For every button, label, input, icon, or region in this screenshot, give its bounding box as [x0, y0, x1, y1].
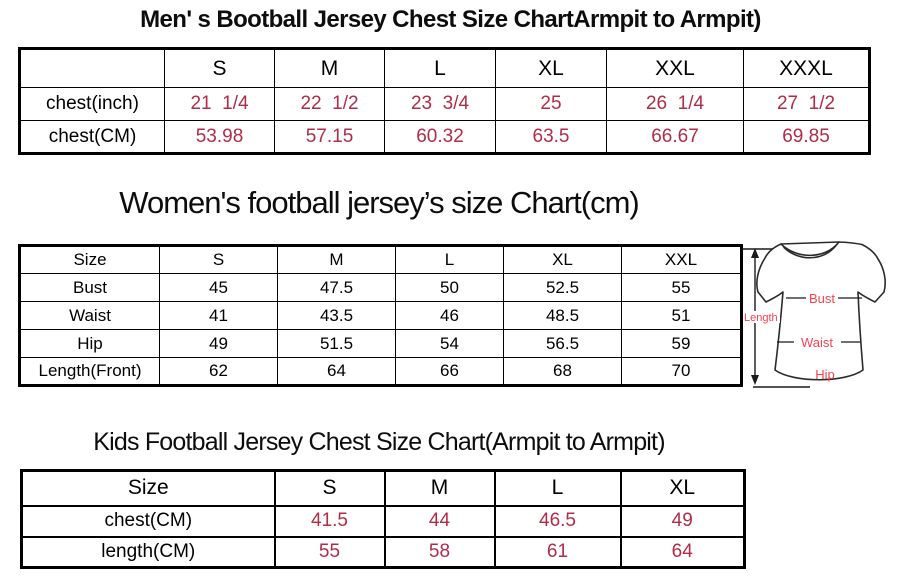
cell-value: 50 — [395, 273, 504, 302]
row-label: chest(inch) — [19, 87, 165, 121]
row-label: Length(Front) — [19, 357, 160, 386]
mens-col-header-blank — [19, 48, 165, 88]
row-label: chest(CM) — [20, 504, 276, 538]
mens-col-header-xxl: XXL — [606, 48, 744, 88]
cell-value: 26 1/4 — [606, 87, 744, 121]
cell-value: 21 1/4 — [164, 87, 275, 121]
cell-value: 22 1/2 — [274, 87, 385, 121]
womens-col-header-m: M — [277, 245, 396, 274]
womens-row-waist: Waist 41 43.5 46 48.5 51 — [19, 301, 742, 330]
cell-value: 44 — [383, 504, 496, 538]
womens-col-header-s: S — [159, 245, 278, 274]
cell-value: 64 — [619, 535, 746, 569]
cell-value: 51.5 — [277, 329, 396, 358]
cell-value: 41.5 — [273, 504, 386, 538]
bust-label: Bust — [809, 291, 835, 306]
row-label: Bust — [19, 273, 160, 302]
cell-value: 55 — [621, 273, 742, 302]
cell-value: 46 — [395, 301, 504, 330]
cell-value: 60.32 — [384, 120, 496, 154]
mens-col-header-xl: XL — [495, 48, 607, 88]
cell-value: 49 — [159, 329, 278, 358]
kids-col-header-xl: XL — [619, 469, 746, 507]
hip-label: Hip — [815, 367, 835, 382]
length-label-backing — [743, 311, 780, 323]
womens-col-header-l: L — [395, 245, 504, 274]
mens-col-header-l: L — [384, 48, 496, 88]
mens-col-header-m: M — [274, 48, 385, 88]
womens-row-hip: Hip 49 51.5 54 56.5 59 — [19, 329, 742, 358]
cell-value: 52.5 — [503, 273, 622, 302]
length-label: Length — [744, 312, 778, 324]
cell-value: 56.5 — [503, 329, 622, 358]
womens-col-header-size: Size — [19, 245, 160, 274]
womens-header-row: Size S M L XL XXL — [19, 245, 742, 274]
kids-header-row: Size S M L XL — [20, 469, 746, 507]
kids-size-table: Size S M L XL chest(CM) 41.5 44 46.5 49 … — [20, 469, 746, 569]
cell-value: 55 — [273, 535, 386, 569]
mens-header-row: S M L XL XXL XXXL — [19, 48, 870, 88]
cell-value: 61 — [493, 535, 622, 569]
cell-value: 53.98 — [164, 120, 275, 154]
cell-value: 54 — [395, 329, 504, 358]
mens-chart-title: Men' s Bootball Jersey Chest Size ChartA… — [140, 6, 761, 33]
cell-value: 64 — [277, 357, 396, 386]
mens-col-header-s: S — [164, 48, 275, 88]
cell-value: 47.5 — [277, 273, 396, 302]
womens-col-header-xxl: XXL — [621, 245, 742, 274]
cell-value: 57.15 — [274, 120, 385, 154]
cell-value: 23 3/4 — [384, 87, 496, 121]
row-label: chest(CM) — [19, 120, 165, 154]
mens-size-table: S M L XL XXL XXXL chest(inch) 21 1/4 22 … — [18, 47, 871, 155]
kids-chart-title: Kids Football Jersey Chest Size Chart(Ar… — [93, 428, 665, 456]
cell-value: 62 — [159, 357, 278, 386]
womens-chart-title: Women's football jersey’s size Chart(cm) — [119, 185, 640, 220]
row-label: Hip — [19, 329, 160, 358]
mens-row-chest-inch: chest(inch) 21 1/4 22 1/2 23 3/4 25 26 1… — [19, 87, 870, 121]
cell-value: 68 — [503, 357, 622, 386]
cell-value: 25 — [495, 87, 607, 121]
mens-row-chest-cm: chest(CM) 53.98 57.15 60.32 63.5 66.67 6… — [19, 120, 870, 154]
row-label: length(CM) — [20, 535, 276, 569]
womens-col-header-xl: XL — [503, 245, 622, 274]
kids-col-header-l: L — [493, 469, 622, 507]
cell-value: 66.67 — [606, 120, 744, 154]
kids-col-header-s: S — [273, 469, 386, 507]
kids-col-header-m: M — [383, 469, 496, 507]
kids-row-length-cm: length(CM) 55 58 61 64 — [20, 535, 746, 569]
cell-value: 41 — [159, 301, 278, 330]
cell-value: 43.5 — [277, 301, 396, 330]
cell-value: 63.5 — [495, 120, 607, 154]
cell-value: 45 — [159, 273, 278, 302]
cell-value: 46.5 — [493, 504, 622, 538]
kids-col-header-size: Size — [20, 469, 276, 507]
mens-col-header-xxxl: XXXL — [743, 48, 870, 88]
womens-row-bust: Bust 45 47.5 50 52.5 55 — [19, 273, 742, 302]
womens-row-length-front: Length(Front) 62 64 66 68 70 — [19, 357, 742, 386]
tshirt-outline — [756, 241, 886, 381]
cell-value: 51 — [621, 301, 742, 330]
cell-value: 27 1/2 — [743, 87, 870, 121]
kids-row-chest-cm: chest(CM) 41.5 44 46.5 49 — [20, 504, 746, 538]
cell-value: 49 — [619, 504, 746, 538]
cell-value: 69.85 — [743, 120, 870, 154]
cell-value: 58 — [383, 535, 496, 569]
cell-value: 59 — [621, 329, 742, 358]
cell-value: 48.5 — [503, 301, 622, 330]
tshirt-diagram-svg: Bust Waist Hip Length — [742, 241, 886, 388]
tshirt-measurement-diagram: Bust Waist Hip Length — [741, 236, 901, 391]
cell-value: 70 — [621, 357, 742, 386]
cell-value: 66 — [395, 357, 504, 386]
waist-label: Waist — [801, 335, 833, 350]
row-label: Waist — [19, 301, 160, 330]
womens-size-table: Size S M L XL XXL Bust 45 47.5 50 52.5 5… — [18, 244, 743, 387]
